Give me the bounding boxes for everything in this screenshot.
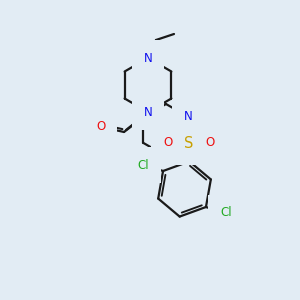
- Text: O: O: [163, 136, 172, 149]
- Text: O: O: [205, 136, 214, 149]
- Text: Cl: Cl: [220, 206, 232, 220]
- Text: Cl: Cl: [137, 158, 149, 172]
- Text: N: N: [184, 110, 193, 124]
- Text: N: N: [144, 106, 152, 118]
- Text: S: S: [184, 136, 193, 151]
- Text: O: O: [96, 121, 106, 134]
- Text: N: N: [144, 52, 152, 64]
